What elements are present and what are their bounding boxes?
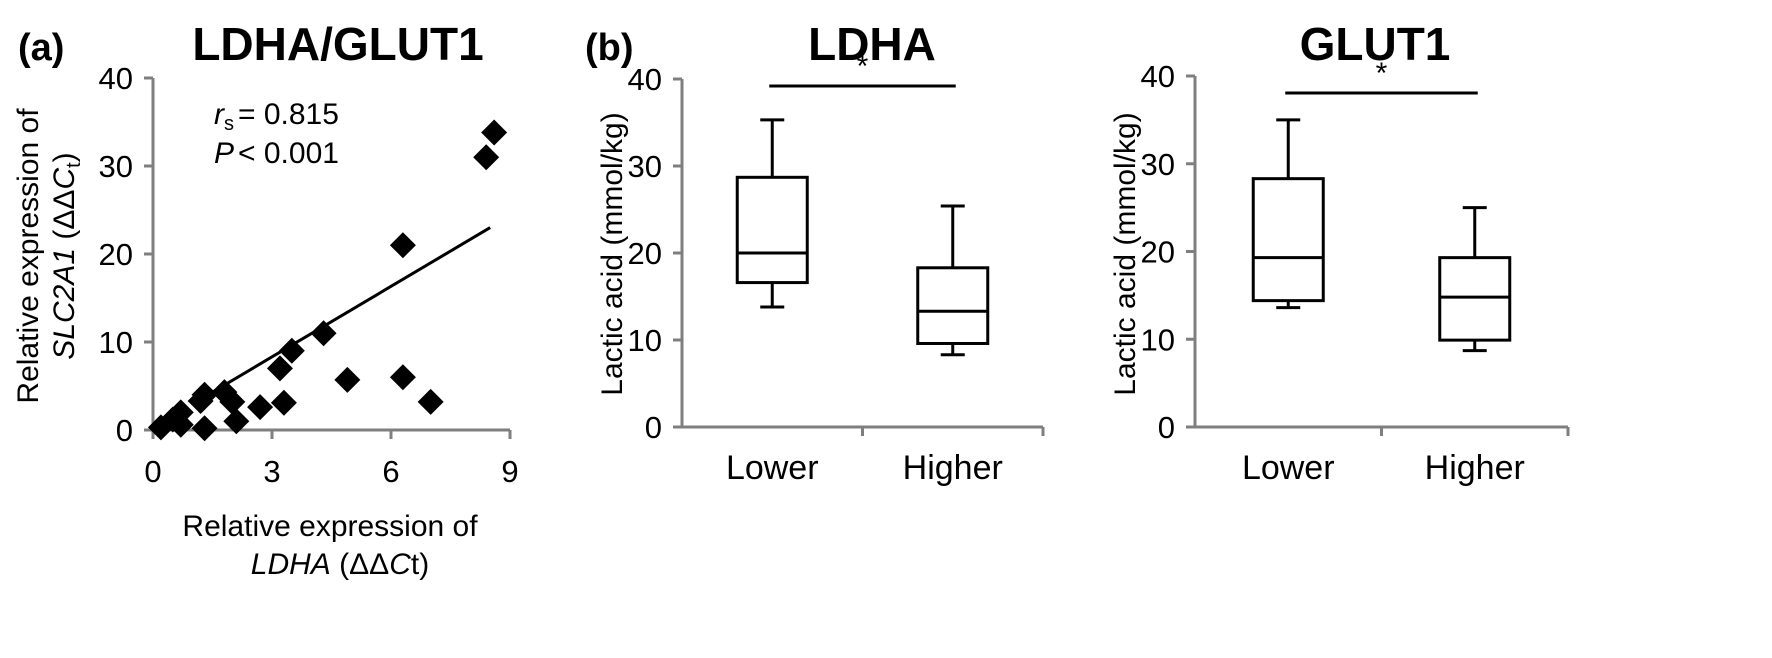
y-tick-label: 40 [1141,59,1175,94]
x-axis-label-line2: LDHA (ΔΔCt) [251,548,429,581]
y-tick-label: 40 [99,61,133,96]
x-tick-label: 3 [263,454,280,489]
scatter-points [147,119,508,442]
panel-a-title: LDHA/GLUT1 [192,18,483,70]
ldha-boxplot: LDHA 0 10 20 30 40 * Lower Higher Lactic acid… [596,18,1045,487]
glut1-tick-labels: 0 10 20 30 40 [1141,59,1175,445]
y-tick-label: 20 [1141,235,1175,270]
y-tick-label: 10 [628,323,662,358]
panel-b-label: (b) [585,27,634,69]
x-tick-label: 9 [501,454,518,489]
box-iqr [1251,177,1325,303]
category-label: Higher [1425,449,1525,487]
significance-star: * [857,50,869,83]
data-point [266,355,293,382]
scatter-tick-labels: 0 10 20 30 40 0 3 6 9 [99,61,519,489]
data-point [223,408,250,435]
y-axis-label-line1: Relative expression of [12,108,45,404]
glut1-title: GLUT1 [1300,18,1451,70]
x-tick-label: 6 [382,454,399,489]
glut1-axes [1186,74,1570,436]
ldha-category-labels: Lower Higher [726,449,1003,487]
glut1-boxes [1251,118,1512,353]
regression-line-group [199,226,491,401]
data-point [219,388,246,415]
data-point [247,394,274,421]
x-tick-label: 0 [144,454,161,489]
data-point [278,337,305,364]
significance-star: * [1376,57,1388,90]
y-axis-label: Relative expression of SLC2A1 (ΔΔCt) [12,108,85,404]
scatter-axes [144,76,512,439]
y-tick-label: 10 [99,325,133,360]
y-tick-label: 20 [99,237,133,272]
ldha-boxes [735,118,990,357]
y-axis-label-line2: SLC2A1 (ΔΔCt) [48,152,85,359]
panel-b: (b) LDHA 0 10 20 30 40 * Lower Higher Lactic … [585,18,1570,487]
spearman-annotation: rs = 0.815 [214,98,339,135]
y-tick-label: 0 [645,410,662,445]
category-label: Lower [1242,449,1335,487]
data-point [167,411,194,438]
panel-a: (a) LDHA/GLUT1 rs = 0.815 P < 0.001 0 10 20 3… [12,18,519,581]
category-label: Lower [726,449,819,487]
data-point [389,232,416,259]
regression-line [199,226,491,401]
y-tick-label: 40 [628,62,662,97]
category-label: Higher [903,449,1003,487]
ldha-significance: * [769,50,956,88]
data-point [417,388,444,415]
ldha-y-axis-label: Lactic acid (mmol/kg) [596,112,629,395]
data-point [270,389,297,416]
box-iqr [916,266,990,345]
box-iqr [1438,256,1512,342]
p-value-annotation: P < 0.001 [214,137,339,170]
ldha-axes [673,77,1045,436]
panel-a-label: (a) [18,27,64,69]
glut1-significance: * [1285,57,1478,95]
data-point [310,320,337,347]
data-point [334,366,361,393]
y-tick-label: 30 [99,149,133,184]
ldha-title: LDHA [808,18,936,70]
glut1-category-labels: Lower Higher [1242,449,1525,487]
box-iqr [735,175,809,285]
y-tick-label: 0 [116,413,133,448]
ldha-tick-labels: 0 10 20 30 40 [628,62,662,445]
data-point [473,144,500,171]
data-point [389,364,416,391]
glut1-y-axis-label: Lactic acid (mmol/kg) [1109,112,1142,395]
glut1-boxplot: GLUT1 0 10 20 30 40 * Lower Higher Lactic aci… [1109,18,1570,487]
data-point [481,119,508,146]
data-point [191,415,218,442]
y-tick-label: 0 [1158,410,1175,445]
y-tick-label: 30 [1141,147,1175,182]
data-point [191,381,218,408]
y-tick-label: 10 [1141,322,1175,357]
y-tick-label: 20 [628,236,662,271]
x-axis-label-line1: Relative expression of [182,510,478,543]
y-tick-label: 30 [628,149,662,184]
